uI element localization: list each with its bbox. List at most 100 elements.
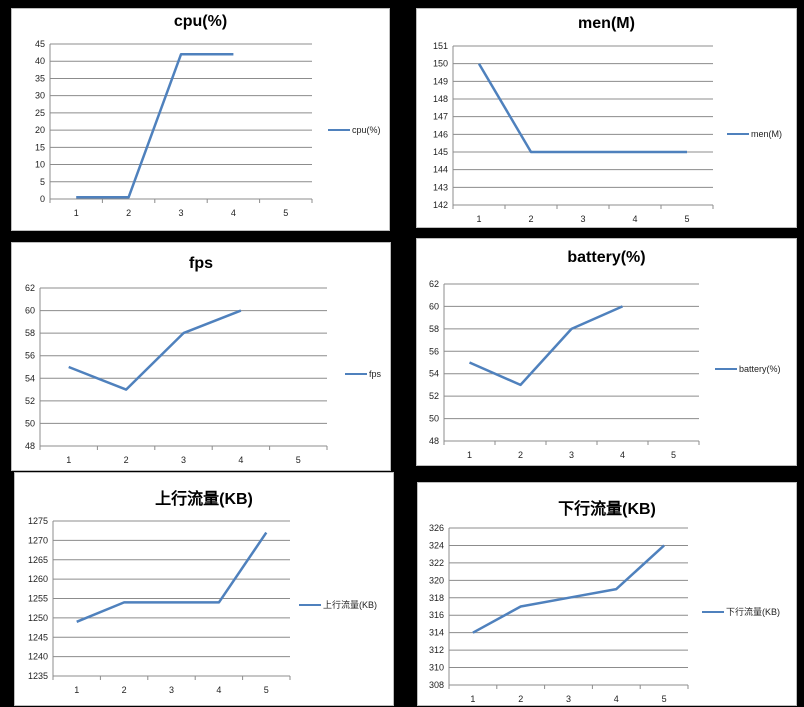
y-tick-label: 56 [25, 351, 35, 361]
series-line [68, 309, 242, 391]
legend-swatch [727, 133, 749, 135]
y-tick-label: 1240 [28, 652, 48, 662]
legend-label: 下行流量(KB) [726, 607, 781, 617]
x-tick-label: 4 [216, 685, 221, 695]
y-tick-label: 30 [35, 91, 45, 101]
y-tick-label: 145 [433, 147, 448, 157]
y-tick-label: 52 [25, 396, 35, 406]
y-tick-label: 52 [429, 391, 439, 401]
x-tick-label: 4 [231, 208, 236, 218]
y-tick-label: 40 [35, 56, 45, 66]
x-tick-label: 4 [632, 214, 637, 224]
chart-panel-fps: fps 48 50 52 54 56 58 60 62 1 2 3 4 5 fps [11, 242, 391, 471]
x-tick-label: 2 [122, 685, 127, 695]
chart-panel-download: 下行流量(KB) 308 310 312 314 316 318 320 322 324 326 1… [417, 482, 797, 706]
legend-label: men(M) [751, 129, 782, 139]
y-tick-label: 48 [429, 436, 439, 446]
y-tick-label: 25 [35, 108, 45, 118]
chart-plot: 48 50 52 54 56 58 60 62 1 2 3 4 5 [25, 283, 328, 465]
x-tick-label: 1 [470, 694, 475, 704]
x-tick-label: 1 [74, 208, 79, 218]
y-tick-label: 10 [35, 160, 45, 170]
chart-panel-memory: men(M) 142 143 144 145 146 147 148 149 150 151 1 2 3… [416, 8, 797, 228]
legend-swatch [328, 129, 350, 131]
y-tick-label: 146 [433, 129, 448, 139]
series-line [472, 544, 665, 634]
x-tick-label: 4 [614, 694, 619, 704]
chart-plot: 1235 1240 1245 1250 1255 1260 1265 1270 1275 1 2 3 4… [28, 516, 291, 695]
y-tick-label: 147 [433, 112, 448, 122]
x-tick-label: 2 [124, 455, 129, 465]
x-tick-label: 2 [518, 694, 523, 704]
y-tick-label: 5 [40, 177, 45, 187]
y-tick-label: 324 [429, 540, 444, 550]
legend-swatch [345, 373, 367, 375]
y-tick-label: 148 [433, 94, 448, 104]
x-tick-label: 4 [620, 450, 625, 460]
chart-title: cpu(%) [173, 13, 228, 30]
y-tick-label: 150 [433, 59, 448, 69]
chart-panel-cpu: cpu(%) 0 5 10 15 20 25 30 35 40 45 1 2 3 4 5 cpu(%) [11, 8, 390, 231]
y-tick-label: 1255 [28, 594, 48, 604]
y-tick-label: 0 [40, 194, 45, 204]
legend-label: fps [369, 369, 382, 379]
y-tick-label: 1270 [28, 535, 48, 545]
y-tick-label: 62 [25, 283, 35, 293]
y-tick-label: 54 [429, 369, 439, 379]
x-tick-label: 5 [662, 694, 667, 704]
x-tick-label: 3 [181, 455, 186, 465]
y-tick-label: 62 [429, 279, 439, 289]
series-line [477, 63, 687, 154]
x-tick-label: 1 [476, 214, 481, 224]
chart-title: 下行流量(KB) [558, 501, 656, 518]
y-tick-label: 322 [429, 558, 444, 568]
x-tick-label: 3 [580, 214, 585, 224]
y-tick-label: 54 [25, 373, 35, 383]
y-tick-label: 45 [35, 39, 45, 49]
legend-label: battery(%) [739, 364, 781, 374]
chart-legend: cpu(%) [328, 125, 381, 135]
y-tick-label: 56 [429, 346, 439, 356]
chart-plot: 142 143 144 145 146 147 148 149 150 151 1 2 3 4 5 [433, 41, 714, 224]
chart-legend: 下行流量(KB) [702, 605, 780, 618]
y-tick-label: 142 [433, 200, 448, 210]
y-tick-label: 312 [429, 645, 444, 655]
chart-legend: men(M) [727, 129, 782, 139]
x-tick-label: 3 [178, 208, 183, 218]
series-line [468, 305, 624, 387]
y-tick-label: 143 [433, 182, 448, 192]
y-tick-label: 50 [429, 414, 439, 424]
chart-panel-upload: 上行流量(KB) 1235 1240 1245 1250 1255 1260 1265 127… [14, 472, 394, 706]
chart-title: fps [189, 255, 213, 272]
x-tick-label: 1 [74, 685, 79, 695]
chart-legend: battery(%) [715, 364, 781, 374]
legend-label: cpu(%) [352, 125, 381, 135]
chart-title: 上行流量(KB) [155, 491, 253, 508]
y-tick-label: 314 [429, 628, 444, 638]
chart-legend: 上行流量(KB) [299, 598, 377, 611]
x-tick-label: 5 [283, 208, 288, 218]
y-tick-label: 1275 [28, 516, 48, 526]
x-tick-label: 3 [169, 685, 174, 695]
series-line [76, 53, 234, 199]
y-tick-label: 149 [433, 76, 448, 86]
y-tick-label: 1260 [28, 574, 48, 584]
y-tick-label: 144 [433, 165, 448, 175]
y-tick-label: 58 [429, 324, 439, 334]
y-tick-label: 50 [25, 418, 35, 428]
y-tick-label: 58 [25, 328, 35, 338]
y-tick-label: 35 [35, 73, 45, 83]
chart-title: battery(%) [567, 249, 646, 266]
chart-panel-battery: battery(%) 48 50 52 54 56 58 60 62 1 2 3 4 5 battery… [416, 238, 797, 466]
y-tick-label: 1245 [28, 632, 48, 642]
x-tick-label: 5 [671, 450, 676, 460]
y-tick-label: 15 [35, 142, 45, 152]
y-tick-label: 316 [429, 610, 444, 620]
legend-swatch [702, 610, 724, 613]
y-tick-label: 1235 [28, 671, 48, 681]
y-tick-label: 308 [429, 680, 444, 690]
x-tick-label: 5 [296, 455, 301, 465]
chart-plot: 48 50 52 54 56 58 60 62 1 2 3 4 5 [429, 279, 700, 460]
x-tick-label: 5 [684, 214, 689, 224]
